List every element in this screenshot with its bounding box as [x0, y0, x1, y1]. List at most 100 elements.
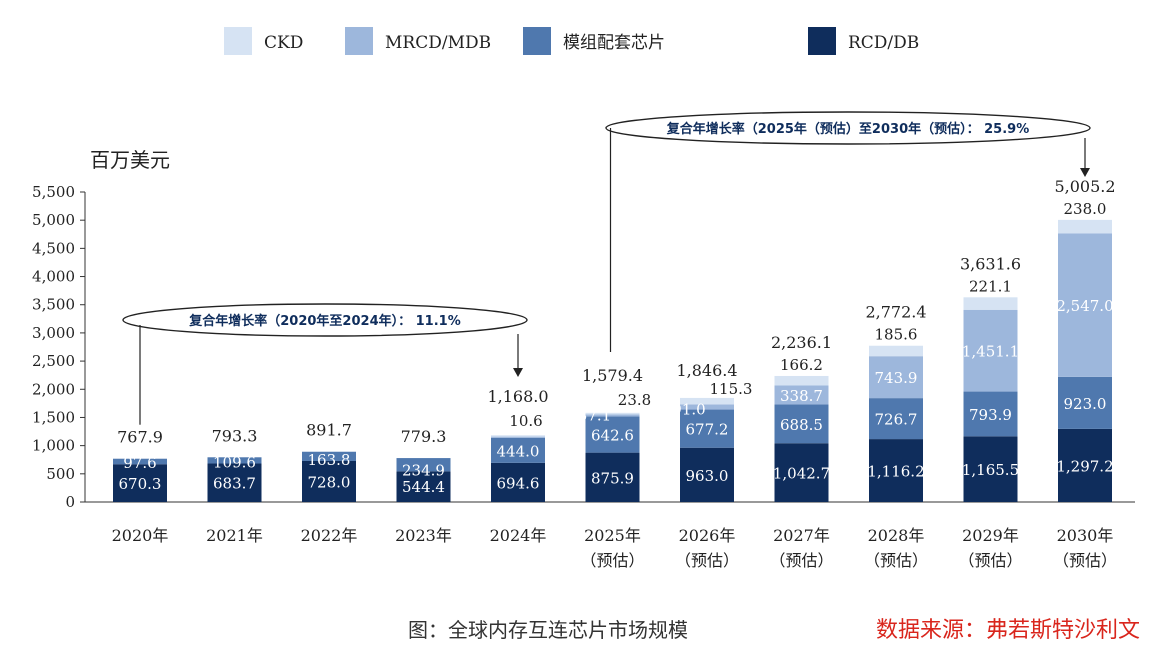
- total-label: 2,236.1: [771, 333, 832, 352]
- bar-segment-rcd-db: [1058, 428, 1112, 502]
- x-tick-sublabel: （预估）: [675, 551, 739, 570]
- bar-segment-rcd-db: [585, 452, 640, 502]
- y-tick-label: 0: [65, 493, 75, 511]
- data-label-mrcd-mdb: 91.0: [672, 400, 705, 418]
- bar-segment-ckd: [963, 297, 1018, 310]
- data-label-mrcd-mdb: 338.7: [780, 387, 823, 405]
- total-label: 779.3: [401, 427, 447, 446]
- bar-segment-ckd: [585, 412, 640, 415]
- bar-segment-rcd-db: [774, 443, 829, 502]
- x-tick-label: 2023年: [395, 526, 452, 545]
- data-label-ckd: 221.1: [969, 277, 1012, 295]
- cagr-annotation-text: 复合年增长率（2025年（预估）至2030年（预估）： 25.9%: [666, 121, 1030, 137]
- data-label-rcd-db: 544.4: [402, 478, 445, 496]
- data-label-module-chip: 688.5: [780, 416, 823, 434]
- y-tick-label: 3,500: [32, 296, 75, 314]
- data-label-rcd-db: 1,297.2: [1056, 457, 1113, 475]
- y-tick-label: 2,000: [32, 380, 75, 398]
- x-tick-sublabel: （预估）: [958, 551, 1022, 570]
- bar-segment-module-chip: [869, 398, 923, 440]
- legend-label: CKD: [264, 33, 303, 53]
- data-label-rcd-db: 963.0: [686, 467, 729, 485]
- data-label-module-chip: 923.0: [1064, 395, 1107, 413]
- bar-segment-rcd-db: [869, 439, 923, 502]
- data-label-ckd: 23.8: [618, 391, 651, 409]
- data-label-rcd-db: 875.9: [591, 469, 634, 487]
- x-tick-label: 2022年: [301, 526, 358, 545]
- data-label-ckd: 238.0: [1064, 200, 1107, 218]
- bar-segment-rcd-db: [396, 471, 451, 502]
- data-label-module-chip: 677.2: [686, 421, 729, 439]
- data-label-module-chip: 726.7: [875, 411, 918, 429]
- data-label-rcd-db: 683.7: [213, 475, 256, 493]
- total-label: 1,579.4: [582, 366, 643, 385]
- data-label-module-chip: 793.9: [969, 406, 1012, 424]
- bar-segment-module-chip: [774, 404, 829, 444]
- total-label: 2,772.4: [865, 303, 926, 322]
- x-tick-sublabel: （预估）: [864, 551, 928, 570]
- bar-segment-mrcd-mdb: [869, 356, 923, 399]
- bar-segment-ckd: [491, 435, 545, 437]
- data-label-mrcd-mdb: 743.9: [875, 369, 918, 387]
- y-tick-label: 4,000: [32, 268, 75, 286]
- data-label-mrcd-mdb: 2,547.0: [1056, 297, 1113, 315]
- y-tick-label: 5,500: [32, 183, 75, 201]
- cagr-ellipse: [122, 303, 528, 337]
- x-tick-label: 2028年: [868, 526, 925, 545]
- x-tick-label: 2029年: [962, 526, 1019, 545]
- data-source: 数据来源：弗若斯特沙利文: [875, 618, 1140, 643]
- total-label: 793.3: [212, 426, 258, 445]
- data-label-rcd-db: 1,165.5: [962, 461, 1019, 479]
- bar-segment-mrcd-mdb: [491, 436, 545, 438]
- x-tick-label: 2024年: [490, 526, 547, 545]
- bar-segment-mrcd-mdb: [774, 385, 829, 405]
- data-label-module-chip: 109.6: [213, 453, 256, 471]
- data-label-ckd: 10.6: [509, 412, 542, 430]
- bar-segment-ckd: [1058, 219, 1112, 234]
- bar-segment-mrcd-mdb: [963, 309, 1018, 392]
- y-tick-label: 1,000: [32, 437, 75, 455]
- total-label: 767.9: [117, 428, 163, 447]
- x-tick-sublabel: （预估）: [580, 551, 644, 570]
- y-tick-label: 3,000: [32, 324, 75, 342]
- data-label-mrcd-mdb: 18.8: [483, 420, 516, 438]
- total-label: 5,005.2: [1054, 177, 1115, 196]
- bar-segment-rcd-db: [680, 447, 734, 502]
- bar-segment-rcd-db: [302, 460, 356, 502]
- data-label-module-chip: 163.8: [308, 451, 351, 469]
- legend-swatch: [523, 27, 551, 55]
- data-label-rcd-db: 728.0: [308, 473, 351, 491]
- y-tick-label: 2,500: [32, 352, 75, 370]
- bar-segment-ckd: [869, 345, 923, 357]
- x-tick-label: 2021年: [206, 526, 263, 545]
- x-tick-label: 2020年: [112, 526, 169, 545]
- bar-segment-mrcd-mdb: [1058, 233, 1112, 377]
- legend-label: 模组配套芯片: [563, 33, 665, 53]
- data-label-module-chip: 97.6: [123, 454, 156, 472]
- data-label-ckd: 185.6: [875, 326, 918, 344]
- y-tick-label: 4,500: [32, 239, 75, 257]
- cagr-arrow-head: [513, 368, 523, 377]
- bar-segment-module-chip: [113, 458, 167, 465]
- total-label: 3,631.6: [960, 254, 1021, 273]
- bar-segment-module-chip: [396, 458, 451, 472]
- legend-swatch: [345, 27, 373, 55]
- cagr-ellipse: [605, 111, 1091, 145]
- bar-segment-rcd-db: [207, 463, 262, 502]
- bar-segment-module-chip: [1058, 376, 1112, 429]
- x-tick-label: 2030年: [1057, 526, 1114, 545]
- legend-swatch: [224, 27, 252, 55]
- data-label-ckd: 115.3: [710, 380, 753, 398]
- bar-segment-rcd-db: [491, 462, 545, 502]
- bar-segment-mrcd-mdb: [680, 404, 734, 410]
- cagr-annotation-text: 复合年增长率（2020年至2024年）： 11.1%: [188, 313, 461, 329]
- data-label-ckd: 166.2: [780, 356, 823, 374]
- x-tick-label: 2026年: [679, 526, 736, 545]
- y-tick-label: 500: [46, 465, 75, 483]
- data-label-module-chip: 444.0: [497, 442, 540, 460]
- x-tick-sublabel: （预估）: [769, 551, 833, 570]
- bar-segment-module-chip: [680, 409, 734, 448]
- legend-label: RCD/DB: [848, 33, 919, 53]
- y-axis-title: 百万美元: [90, 148, 170, 172]
